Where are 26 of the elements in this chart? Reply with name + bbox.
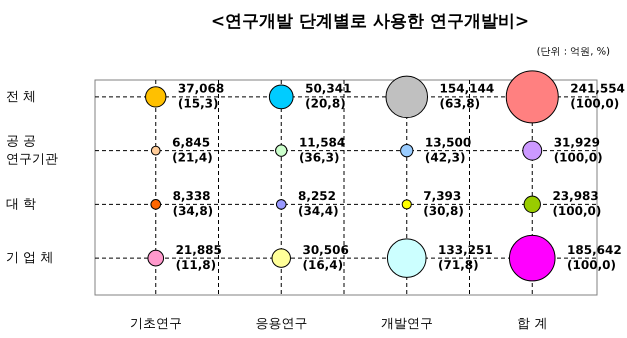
data-label: 185,642 (100,0) — [567, 242, 622, 272]
data-label: 8,338 (34,8) — [172, 189, 214, 218]
data-label: 7,393 (30,8) — [423, 189, 464, 218]
data-label: 31,929 (100,0) — [554, 135, 603, 164]
data-label: 30,506 (16,4) — [302, 242, 349, 272]
data-label: 21,885 (11,8) — [176, 242, 222, 272]
data-label: 13,500 (42,3) — [424, 135, 472, 164]
data-label: 6,845 (21,4) — [172, 135, 213, 164]
data-label: 37,068 (15,3) — [178, 82, 224, 111]
category-label: 공 공 연구기관 — [6, 134, 58, 168]
category-label: 개발연구 — [380, 316, 433, 332]
category-label: 전 체 — [6, 89, 36, 104]
category-label: 응용연구 — [255, 316, 308, 332]
text: <연구개발 단계별로 사용한 연구개발비> — [210, 11, 530, 32]
category-label: 기 업 체 — [6, 250, 54, 266]
data-label: 8,252 (34,4) — [298, 189, 339, 218]
data-label: 133,251 (71,8) — [438, 242, 493, 272]
category-label: 기초연구 — [130, 316, 182, 332]
category-label: 합 계 — [517, 316, 548, 332]
data-label: 241,554 (100,0) — [570, 82, 625, 111]
category-label: 대 학 — [6, 196, 36, 212]
data-label: 11,584 (36,3) — [298, 135, 346, 164]
data-label: 50,341 (20,8) — [305, 82, 352, 111]
data-label: 154,144 (63,8) — [440, 82, 494, 111]
data-label: 23,983 (100,0) — [552, 189, 602, 218]
text: (단위 : 억원, %) — [536, 46, 610, 58]
